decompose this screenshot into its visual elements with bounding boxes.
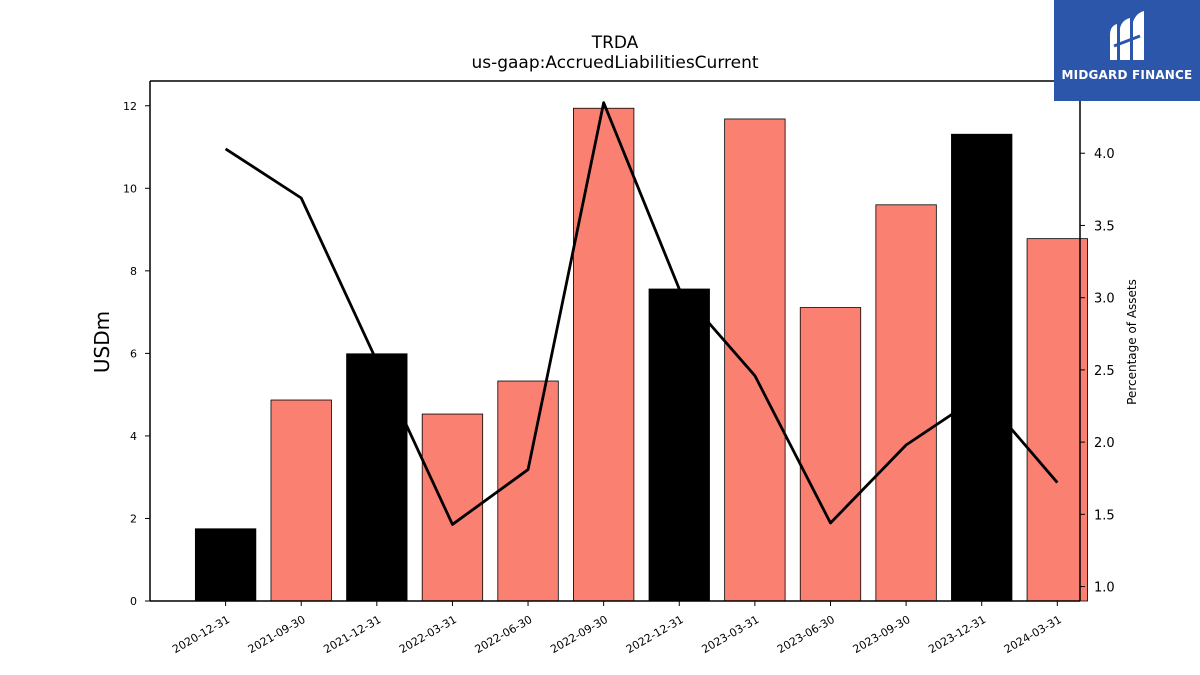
midgard-finance-logo: MIDGARD FINANCE <box>1054 0 1200 101</box>
y2-axis-label: Percentage of Assets <box>1125 279 1139 405</box>
bar-2024-03-31 <box>1026 238 1088 602</box>
x-tick-label: 2022-03-31 <box>397 613 459 656</box>
y-tick-label: 2 <box>130 512 137 525</box>
x-tick-label: 2022-09-30 <box>548 613 610 656</box>
x-tick-label: 2023-06-30 <box>775 613 837 656</box>
bar-2022-09-30 <box>573 107 635 602</box>
y2-tick-label: 1.5 <box>1094 508 1115 523</box>
y-axis-label: USDm <box>90 311 114 373</box>
bar-2021-12-31 <box>346 353 408 602</box>
y-tick-label: 0 <box>130 595 137 608</box>
x-tick-label: 2024-03-31 <box>1002 613 1064 656</box>
y-tick-label: 6 <box>130 347 137 360</box>
x-tick-label: 2022-06-30 <box>473 613 535 656</box>
logo-brand-text: MIDGARD FINANCE <box>1061 68 1193 82</box>
y-tick-label: 10 <box>123 182 137 195</box>
bar-2022-03-31 <box>421 413 484 602</box>
bar-2022-12-31 <box>648 288 710 602</box>
x-tick-label: 2023-09-30 <box>851 613 913 656</box>
y-tick-label: 12 <box>123 100 137 113</box>
chart-subtitle: us-gaap:AccruedLiabilitiesCurrent <box>471 53 758 73</box>
y2-tick-label: 4.0 <box>1094 147 1115 162</box>
bar-2023-06-30 <box>799 307 862 602</box>
x-tick-label: 2023-03-31 <box>699 613 761 656</box>
percentage-of-assets-line <box>224 101 1059 526</box>
x-tick-label: 2022-12-31 <box>624 613 686 656</box>
y2-tick-label: 3.5 <box>1094 219 1115 234</box>
x-tick-label: 2023-12-31 <box>926 613 988 656</box>
x-tick-label: 2020-12-31 <box>170 613 232 656</box>
bar-2023-03-31 <box>724 118 786 602</box>
y-tick-label: 4 <box>130 430 137 443</box>
y2-tick-label: 1.0 <box>1094 581 1115 596</box>
y2-tick-label: 2.5 <box>1094 364 1115 379</box>
midgard-m-logo-icon <box>1110 11 1144 60</box>
bar-2021-09-30 <box>270 399 332 602</box>
bar-2022-06-30 <box>497 380 559 602</box>
bar-series <box>194 107 1088 602</box>
bar-2023-09-30 <box>875 204 937 602</box>
chart-title: TRDA <box>591 33 639 53</box>
y-tick-label: 8 <box>130 265 137 278</box>
y2-tick-label: 3.0 <box>1094 292 1115 307</box>
y2-tick-label: 2.0 <box>1094 436 1115 451</box>
x-tick-label: 2021-12-31 <box>321 613 383 656</box>
bar-2023-12-31 <box>951 133 1013 602</box>
x-tick-label: 2021-09-30 <box>246 613 308 656</box>
line-series <box>224 101 1059 526</box>
bar-2020-12-31 <box>194 528 257 602</box>
